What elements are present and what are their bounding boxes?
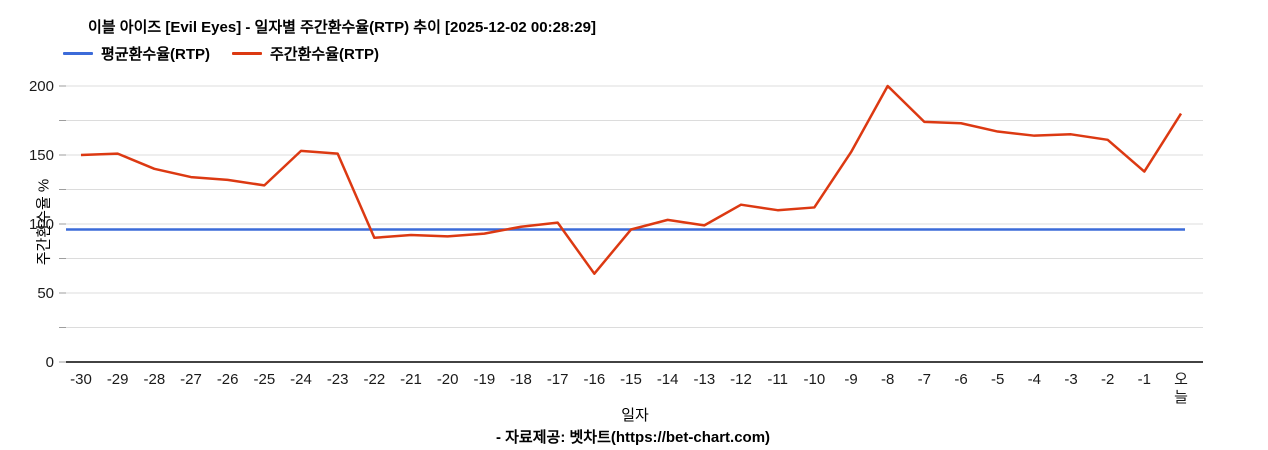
x-tick-label: -22 — [363, 371, 385, 388]
chart-legend: 평균환수율(RTP) 주간환수율(RTP) — [63, 43, 379, 64]
x-tick-label: -18 — [510, 371, 532, 388]
x-tick-label: -3 — [1064, 371, 1077, 388]
x-tick-label: -28 — [143, 371, 165, 388]
chart-title: 이블 아이즈 [Evil Eyes] - 일자별 주간환수율(RTP) 추이 [… — [88, 19, 596, 36]
x-tick-label: -13 — [693, 371, 715, 388]
x-tick-label: -20 — [437, 371, 459, 388]
x-tick-label: -10 — [803, 371, 825, 388]
data-source-credit: - 자료제공: 벳차트(https://bet-chart.com) — [495, 429, 771, 446]
x-tick-label: -2 — [1101, 371, 1114, 388]
average-rtp-swatch — [63, 52, 93, 55]
x-tick-label: -7 — [918, 371, 931, 388]
legend-item-weekly-rtp: 주간환수율(RTP) — [232, 43, 379, 64]
x-tick-label: -26 — [217, 371, 239, 388]
y-tick-label: 150 — [29, 147, 54, 164]
x-tick-label: -29 — [107, 371, 129, 388]
x-tick-label: -14 — [657, 371, 679, 388]
x-tick-label: -11 — [767, 371, 788, 388]
x-tick-label: -27 — [180, 371, 202, 388]
x-axis-title: 일자 — [621, 407, 649, 424]
x-tick-label: -19 — [473, 371, 495, 388]
x-tick-label: -24 — [290, 371, 312, 388]
y-tick-label: 200 — [29, 78, 54, 95]
x-tick-label: -16 — [583, 371, 605, 388]
x-tick-label: -17 — [547, 371, 569, 388]
weekly-rtp-line — [80, 84, 1183, 275]
x-tick-label: -23 — [327, 371, 349, 388]
x-tick-label: -9 — [844, 371, 857, 388]
x-tick-label: -15 — [620, 371, 642, 388]
legend-label: 평균환수율(RTP) — [101, 46, 210, 63]
y-tick-label: 100 — [29, 216, 54, 233]
x-tick-label: -21 — [400, 371, 422, 388]
y-tick-label: 50 — [37, 285, 54, 302]
x-tick-label: -4 — [1028, 371, 1041, 388]
x-tick-label: -6 — [954, 371, 967, 388]
weekly-rtp-swatch — [232, 52, 262, 55]
legend-label: 주간환수율(RTP) — [270, 46, 379, 63]
legend-item-average-rtp: 평균환수율(RTP) — [63, 43, 210, 64]
y-tick-label: 0 — [46, 354, 54, 371]
x-tick-label: -25 — [253, 371, 275, 388]
x-tick-label: -5 — [991, 371, 1004, 388]
x-tick-label: -1 — [1138, 371, 1151, 388]
x-tick-label: -30 — [70, 371, 92, 388]
x-tick-label: -8 — [881, 371, 894, 388]
x-tick-label: -12 — [730, 371, 752, 388]
